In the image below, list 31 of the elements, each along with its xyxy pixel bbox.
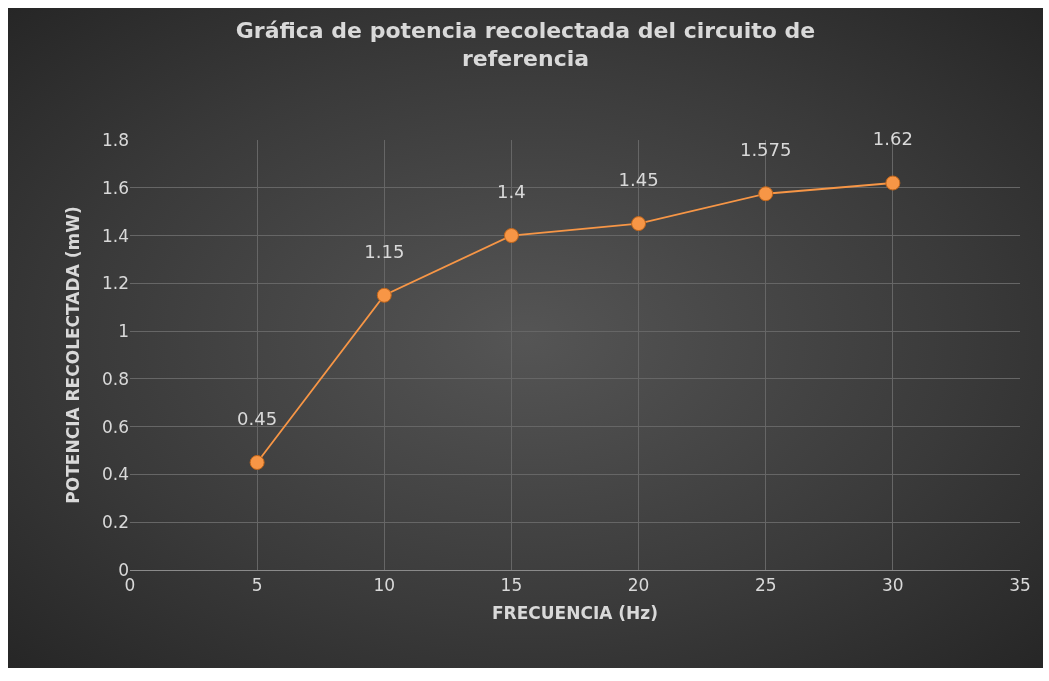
data-label: 1.62 [872, 128, 913, 150]
chart-title: Gráfica de potencia recolectada del circuito de referencia [235, 17, 816, 72]
data-label: 1.45 [618, 168, 659, 190]
x-tick-label: 5 [251, 575, 263, 596]
data-label: 1.4 [497, 180, 526, 202]
y-tick-label: 1.2 [101, 273, 129, 294]
y-tick-label: 0.4 [101, 464, 129, 485]
x-tick-label: 15 [500, 575, 523, 596]
y-tick-label: 1.6 [101, 177, 129, 198]
y-tick-label: 1.8 [101, 129, 129, 150]
data-label: 0.45 [237, 407, 278, 429]
y-tick-label: 1 [118, 321, 129, 342]
data-label: 1.575 [739, 139, 792, 161]
point [631, 216, 647, 232]
x-tick-label: 35 [1009, 575, 1031, 596]
x-axis-title: FRECUENCIA (Hz) [492, 602, 658, 623]
data-label: 1.15 [364, 240, 405, 262]
point [249, 455, 265, 470]
x-tick-label: 10 [373, 575, 396, 596]
point [376, 287, 392, 303]
x-tick-label: 30 [882, 575, 904, 596]
y-tick-label: 0.6 [101, 416, 129, 437]
x-tick-label: 25 [754, 575, 777, 596]
point [885, 175, 901, 191]
point [758, 186, 774, 202]
y-axis-title: POTENCIA RECOLECTADA (mW) [62, 206, 83, 504]
point [503, 228, 519, 244]
y-tick-label: 1.4 [101, 225, 129, 246]
y-tick-label: 0.8 [101, 368, 129, 389]
y-tick-label: 0.2 [101, 512, 129, 533]
x-tick-label: 20 [627, 575, 650, 596]
